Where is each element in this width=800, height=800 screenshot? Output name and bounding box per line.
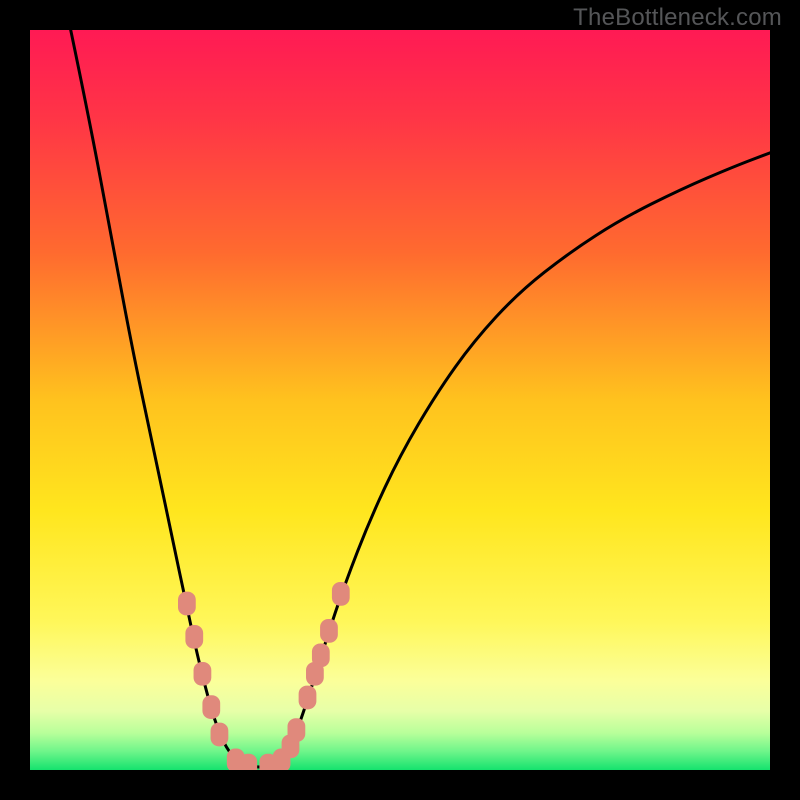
- data-marker: [211, 723, 229, 747]
- data-marker: [320, 619, 338, 643]
- plot-area: [30, 30, 770, 770]
- watermark-text: TheBottleneck.com: [573, 4, 782, 32]
- plot-background: [30, 30, 770, 770]
- chart-frame: TheBottleneck.com: [0, 0, 800, 800]
- data-marker: [185, 625, 203, 649]
- data-marker: [332, 582, 350, 606]
- chart-svg: [30, 30, 770, 770]
- data-marker: [239, 754, 257, 770]
- data-marker: [312, 643, 330, 667]
- data-marker: [194, 662, 212, 686]
- data-marker: [178, 592, 196, 616]
- data-marker: [288, 718, 306, 742]
- data-marker: [299, 686, 317, 710]
- data-marker: [202, 695, 220, 719]
